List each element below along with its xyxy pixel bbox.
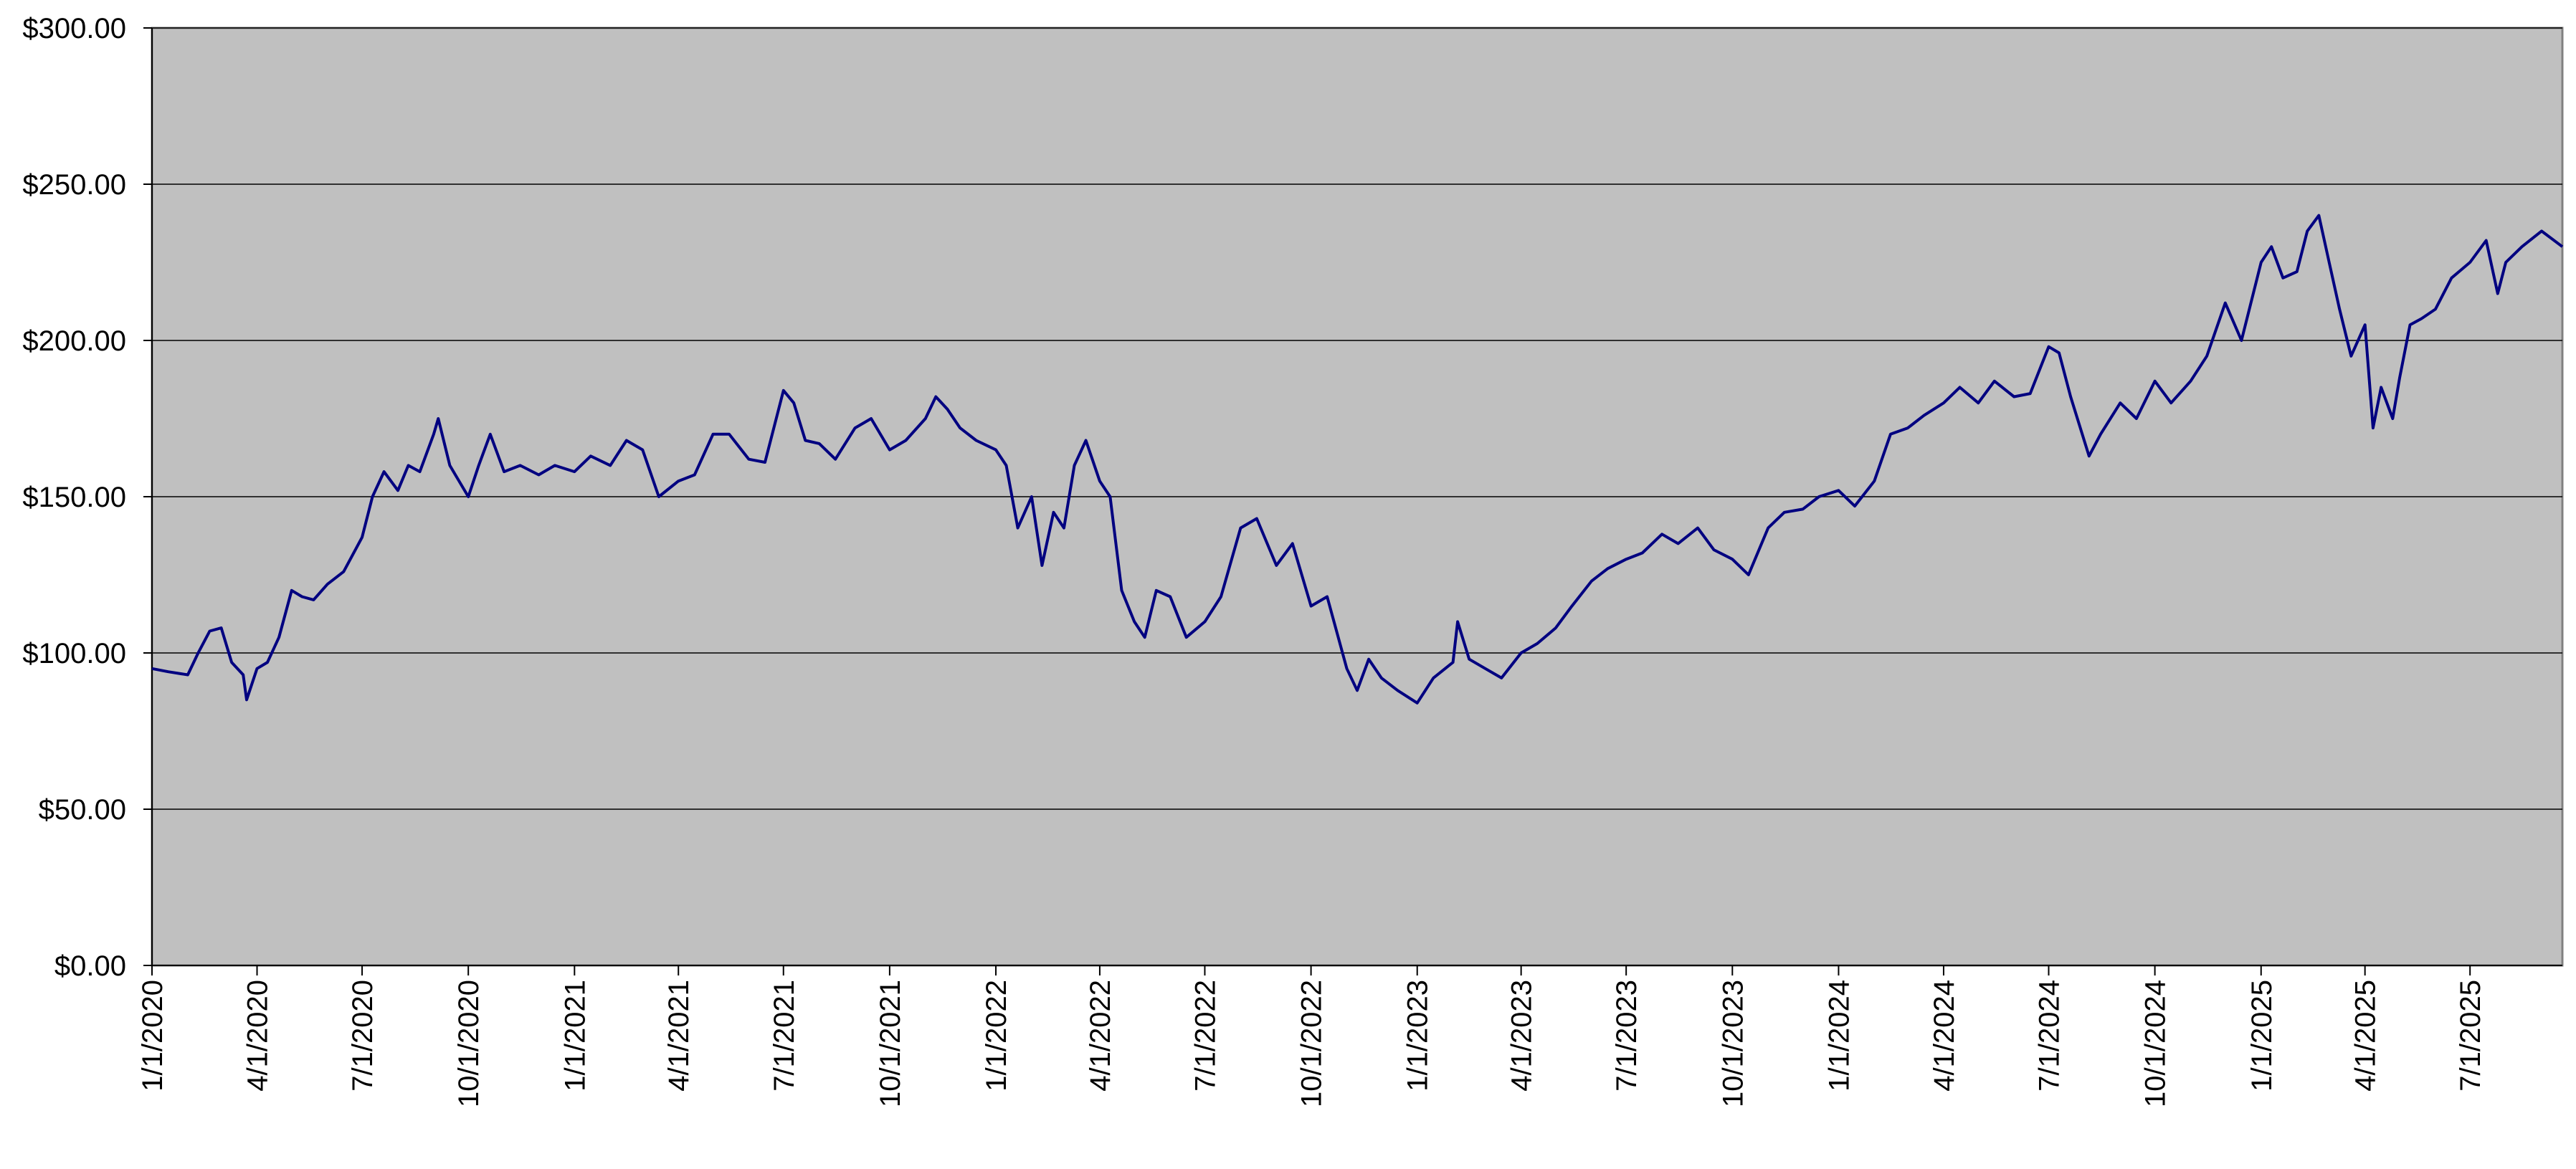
y-tick-label: $100.00 bbox=[22, 638, 126, 669]
y-tick-label: $300.00 bbox=[22, 13, 126, 44]
x-tick-label: 1/1/2025 bbox=[2246, 980, 2278, 1092]
x-tick-label: 1/1/2022 bbox=[981, 980, 1012, 1092]
x-tick-label: 4/1/2021 bbox=[663, 980, 695, 1092]
x-tick-label: 1/1/2021 bbox=[559, 980, 591, 1092]
x-tick-label: 7/1/2022 bbox=[1189, 980, 1221, 1092]
y-tick-label: $200.00 bbox=[22, 325, 126, 357]
x-tick-label: 7/1/2023 bbox=[1611, 980, 1643, 1092]
x-tick-label: 10/1/2020 bbox=[453, 980, 485, 1107]
x-tick-label: 10/1/2023 bbox=[1717, 980, 1749, 1107]
x-tick-label: 7/1/2021 bbox=[769, 980, 800, 1092]
x-tick-label: 4/1/2020 bbox=[242, 980, 274, 1092]
x-tick-label: 4/1/2022 bbox=[1085, 980, 1116, 1092]
x-tick-label: 4/1/2023 bbox=[1506, 980, 1538, 1092]
y-tick-label: $250.00 bbox=[22, 169, 126, 201]
y-tick-label: $150.00 bbox=[22, 482, 126, 513]
x-tick-label: 10/1/2021 bbox=[875, 980, 906, 1107]
x-tick-label: 7/1/2020 bbox=[347, 980, 379, 1092]
x-tick-label: 4/1/2024 bbox=[1929, 980, 1960, 1092]
x-tick-label: 10/1/2022 bbox=[1296, 980, 1328, 1107]
x-tick-label: 1/1/2024 bbox=[1823, 980, 1855, 1092]
x-tick-label: 1/1/2020 bbox=[137, 980, 168, 1092]
x-tick-label: 7/1/2024 bbox=[2033, 980, 2065, 1092]
y-tick-label: $50.00 bbox=[39, 794, 126, 826]
x-tick-label: 10/1/2024 bbox=[2140, 980, 2172, 1107]
y-tick-label: $0.00 bbox=[54, 950, 126, 982]
x-tick-label: 7/1/2025 bbox=[2455, 980, 2486, 1092]
price-line bbox=[151, 214, 2564, 705]
x-tick-label: 1/1/2023 bbox=[1402, 980, 1434, 1092]
x-tick-label: 4/1/2025 bbox=[2350, 980, 2382, 1092]
